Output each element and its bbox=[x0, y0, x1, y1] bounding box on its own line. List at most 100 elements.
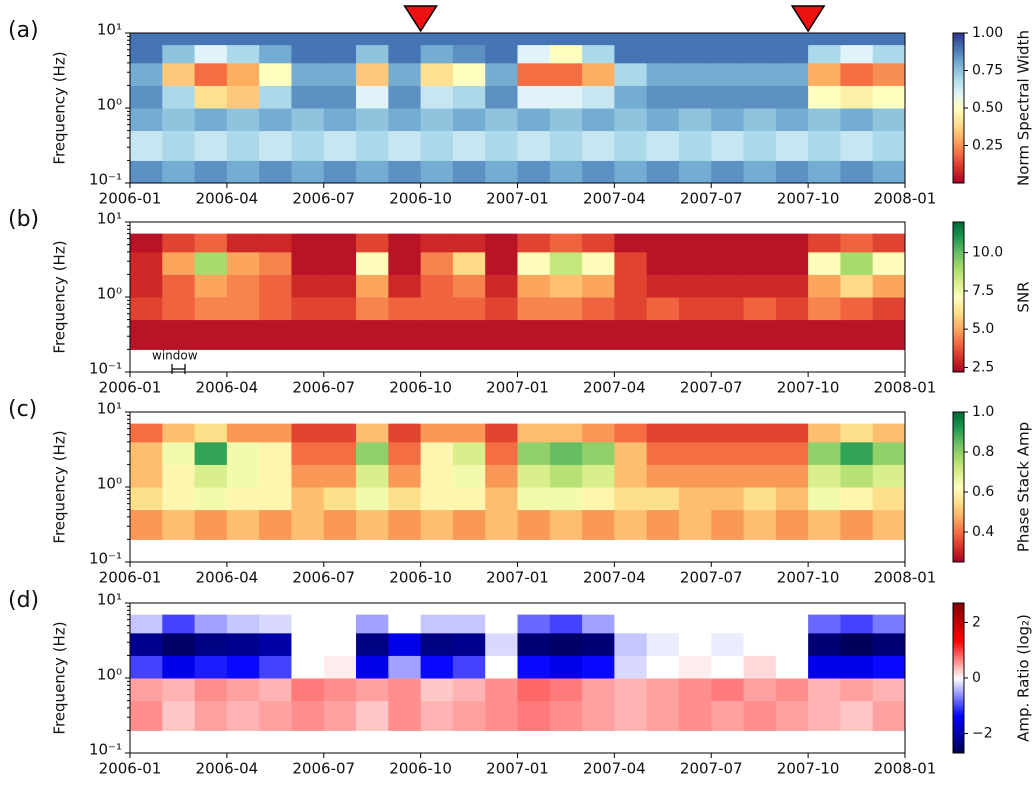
heat-cell bbox=[614, 441, 648, 465]
colorbar-swatch bbox=[953, 168, 964, 171]
colorbar-swatch bbox=[953, 554, 964, 558]
heat-cell bbox=[775, 700, 809, 731]
heat-cell bbox=[420, 251, 454, 275]
heat-cell bbox=[130, 130, 163, 161]
heat-cell bbox=[291, 251, 325, 275]
heat-cell bbox=[646, 44, 680, 64]
heat-cell bbox=[582, 251, 615, 275]
heat-cell bbox=[646, 33, 680, 46]
colorbar-swatch bbox=[953, 282, 964, 285]
heat-cell bbox=[162, 632, 196, 656]
heat-cell bbox=[323, 441, 357, 465]
colorbar-swatch bbox=[953, 145, 964, 149]
x-tick-label: 2006-10 bbox=[389, 379, 452, 397]
heat-cell bbox=[259, 33, 292, 46]
heat-cell bbox=[517, 130, 551, 161]
colorbar-swatch bbox=[953, 352, 964, 355]
heat-cell bbox=[388, 130, 422, 161]
colorbar-swatch bbox=[953, 307, 964, 310]
heat-cell bbox=[130, 33, 163, 46]
x-tick-label: 2007-01 bbox=[486, 569, 549, 587]
colorbar-swatch bbox=[953, 552, 964, 555]
colorbar-swatch bbox=[953, 58, 964, 61]
colorbar-swatch bbox=[953, 312, 964, 315]
heat-cell bbox=[872, 655, 906, 679]
heat-cell bbox=[420, 678, 454, 702]
colorbar-swatch bbox=[953, 494, 964, 498]
heat-cell bbox=[517, 274, 551, 298]
heat-cell bbox=[356, 319, 389, 350]
heat-cell bbox=[452, 33, 486, 46]
heat-cell bbox=[775, 130, 809, 161]
heat-cell bbox=[808, 487, 841, 511]
heat-cell bbox=[646, 85, 680, 109]
heat-cell bbox=[678, 614, 712, 634]
heat-cell bbox=[614, 678, 648, 702]
heat-cell bbox=[678, 678, 712, 702]
heat-cell bbox=[808, 632, 841, 656]
heat-cell bbox=[678, 487, 712, 511]
heat-cell bbox=[646, 108, 680, 132]
heat-cell bbox=[323, 632, 357, 656]
heat-cell bbox=[614, 130, 648, 161]
heat-cell bbox=[356, 85, 389, 109]
colorbar-swatch bbox=[953, 232, 964, 235]
colorbar-swatch bbox=[953, 314, 964, 318]
colorbar-swatch bbox=[953, 725, 964, 729]
annotation: window bbox=[152, 349, 198, 363]
heat-cell bbox=[226, 233, 260, 253]
heat-cell bbox=[840, 441, 874, 465]
event-marker bbox=[403, 5, 438, 33]
heat-cell bbox=[808, 85, 841, 109]
heat-cell bbox=[323, 44, 357, 64]
colorbar-swatch bbox=[953, 48, 964, 51]
heat-cell bbox=[582, 274, 615, 298]
colorbar-label: Norm Spectral Width bbox=[1015, 30, 1033, 186]
colorbar-swatch bbox=[953, 748, 964, 751]
heat-cell bbox=[226, 108, 260, 132]
heat-cell bbox=[582, 233, 615, 253]
x-tick-label: 2007-01 bbox=[486, 760, 549, 778]
colorbar-swatch bbox=[953, 45, 964, 49]
heat-cell bbox=[226, 441, 260, 465]
colorbar-swatch bbox=[953, 329, 964, 333]
heat-cell bbox=[743, 33, 777, 46]
colorbar-swatch bbox=[953, 507, 964, 510]
heat-cell bbox=[678, 319, 712, 350]
heat-cell bbox=[614, 464, 648, 488]
heat-cell bbox=[323, 85, 357, 109]
colorbar-swatch bbox=[953, 703, 964, 706]
heat-cell bbox=[356, 464, 389, 488]
heat-cell bbox=[678, 297, 712, 321]
heat-cell bbox=[130, 160, 163, 184]
x-tick-label: 2007-04 bbox=[583, 190, 646, 208]
heat-cell bbox=[420, 130, 454, 161]
heat-cell bbox=[323, 251, 357, 275]
heat-cell bbox=[291, 62, 325, 86]
colorbar-swatch bbox=[953, 633, 964, 636]
heat-cell bbox=[549, 678, 583, 702]
heat-cell bbox=[194, 487, 228, 511]
x-tick-label: 2007-01 bbox=[486, 190, 549, 208]
heat-cell bbox=[775, 509, 809, 540]
heat-cell bbox=[452, 700, 486, 731]
heat-cell bbox=[420, 160, 454, 184]
heat-cell bbox=[678, 655, 712, 679]
colorbar-swatch bbox=[953, 98, 964, 101]
heat-cell bbox=[517, 464, 551, 488]
colorbar-swatch bbox=[953, 150, 964, 154]
heat-cell bbox=[388, 487, 422, 511]
heat-cell bbox=[711, 160, 745, 184]
heat-cell bbox=[775, 632, 809, 656]
heat-cell bbox=[678, 274, 712, 298]
panel-label: (a) bbox=[8, 18, 39, 43]
heat-cell bbox=[420, 614, 454, 634]
y-tick-label: 10⁻¹ bbox=[89, 360, 122, 378]
heat-cell bbox=[323, 423, 357, 443]
colorbar-swatch bbox=[953, 118, 964, 121]
heat-cell bbox=[194, 614, 228, 634]
colorbar-swatch bbox=[953, 110, 964, 114]
heat-cell bbox=[130, 614, 163, 634]
x-tick-label: 2006-07 bbox=[292, 379, 355, 397]
colorbar-swatch bbox=[953, 364, 964, 368]
